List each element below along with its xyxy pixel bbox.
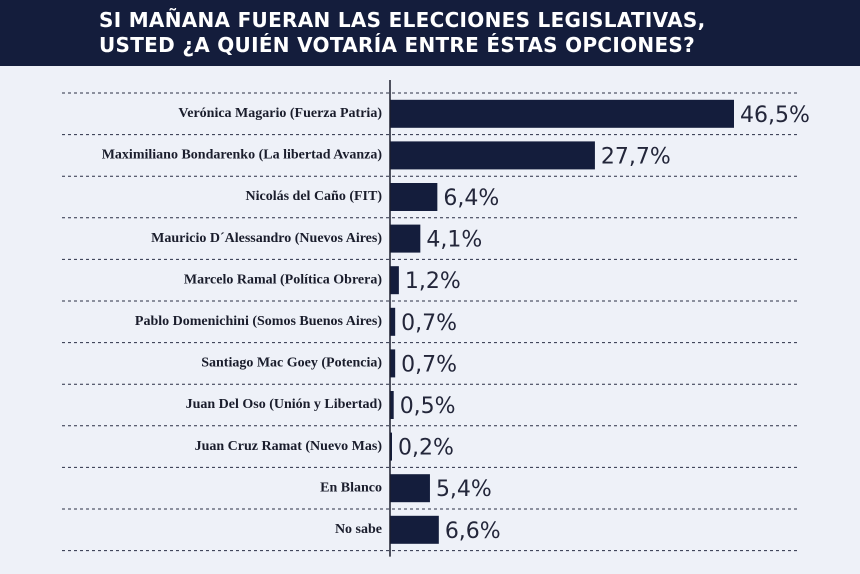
value-labels: 46,5% 27,7% 6,4% 4,1% 1,2% 0,7% 0,7% 0,5% 0,2% 5,…	[398, 103, 810, 544]
category-label: Verónica Magario (Fuerza Patria)	[178, 106, 382, 121]
bar	[390, 266, 399, 295]
category-label: Maximiliano Bondarenko (La libertad Avan…	[102, 148, 383, 163]
bar	[390, 515, 439, 544]
category-label: Pablo Domenichini (Somos Buenos Aires)	[135, 314, 382, 329]
category-label: Marcelo Ramal (Política Obrera)	[184, 272, 382, 287]
category-label: En Blanco	[320, 480, 382, 495]
bar	[390, 391, 394, 419]
value-label: 0,7%	[401, 352, 457, 377]
value-label: 6,6%	[445, 519, 501, 544]
chart-header: SI MAÑANA FUERAN LAS ELECCIONES LEGISLAT…	[0, 0, 860, 66]
bar	[390, 224, 421, 253]
value-label: 5,4%	[436, 477, 492, 502]
value-label: 46,5%	[740, 103, 810, 128]
bar	[390, 99, 734, 128]
bar	[390, 432, 392, 461]
value-label: 0,5%	[400, 394, 456, 419]
value-label: 6,4%	[443, 186, 499, 211]
bar	[390, 349, 396, 378]
category-label: No sabe	[335, 522, 382, 537]
category-label: Santiago Mac Goey (Potencia)	[201, 356, 382, 371]
bar	[390, 183, 438, 211]
bar-chart: Verónica Magario (Fuerza Patria) Maximili…	[62, 80, 810, 557]
category-label: Nicolás del Caño (FIT)	[246, 189, 383, 204]
bar	[390, 307, 396, 336]
row-separators	[62, 92, 798, 552]
category-labels: Verónica Magario (Fuerza Patria) Maximili…	[102, 106, 383, 537]
category-label: Juan Cruz Ramat (Nuevo Mas)	[195, 439, 383, 454]
bar	[390, 474, 430, 503]
category-label: Mauricio D´Alessandro (Nuevos Aires)	[151, 231, 382, 246]
value-label: 4,1%	[426, 228, 482, 253]
value-label: 0,7%	[401, 311, 457, 336]
value-label: 27,7%	[601, 144, 671, 169]
bar	[390, 141, 595, 170]
category-label: Juan Del Oso (Unión y Libertad)	[186, 397, 383, 412]
bars	[390, 99, 734, 544]
value-label: 0,2%	[398, 436, 454, 461]
value-label: 1,2%	[405, 269, 461, 294]
chart-title: SI MAÑANA FUERAN LAS ELECCIONES LEGISLAT…	[99, 8, 706, 57]
